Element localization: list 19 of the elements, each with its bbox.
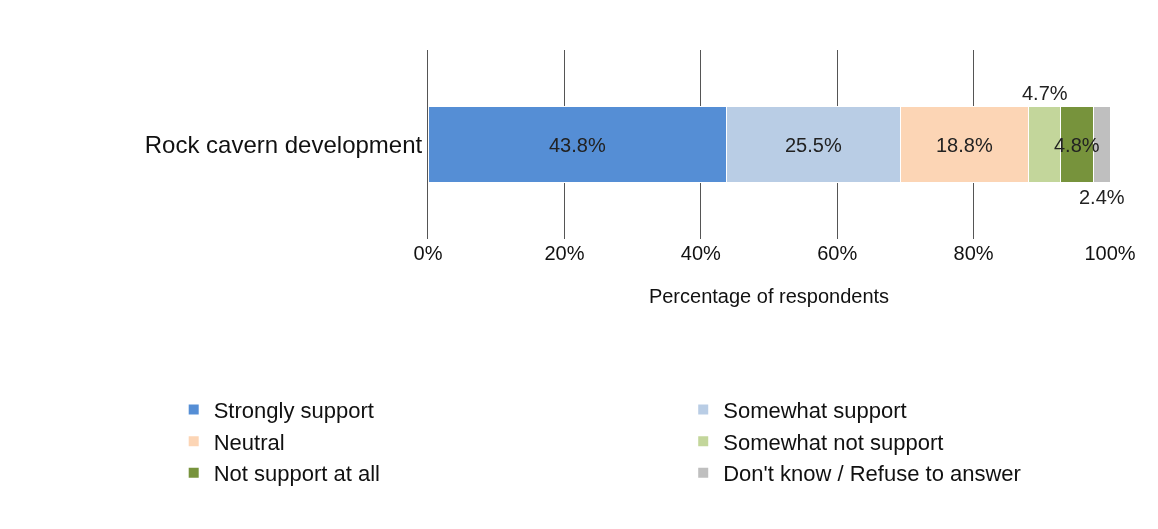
x-tick-label: 20%: [544, 242, 585, 264]
legend-label: Somewhat not support: [723, 429, 944, 455]
y-tick-label: Rock cavern development: [144, 130, 423, 158]
legend-label: Somewhat support: [723, 398, 907, 424]
x-tick-label: 0%: [413, 242, 443, 264]
x-axis-title: Percentage of respondents: [648, 284, 890, 307]
legend-label: Neutral: [213, 429, 285, 455]
data-label: 25.5%: [785, 134, 842, 156]
legend-label: Strongly support: [213, 398, 374, 424]
data-label: 43.8%: [549, 134, 606, 156]
legend-label: Not support at all: [213, 461, 381, 487]
data-label: 4.7%: [1022, 82, 1068, 104]
x-tick-label: 100%: [1084, 242, 1136, 264]
legend-label: Don't know / Refuse to answer: [723, 461, 1021, 487]
x-tick-label: 80%: [953, 242, 994, 264]
x-tick-label: 40%: [680, 242, 722, 264]
data-label: 18.8%: [936, 134, 993, 156]
x-tick-label: 60%: [817, 242, 858, 264]
data-label: 2.4%: [1079, 186, 1125, 208]
